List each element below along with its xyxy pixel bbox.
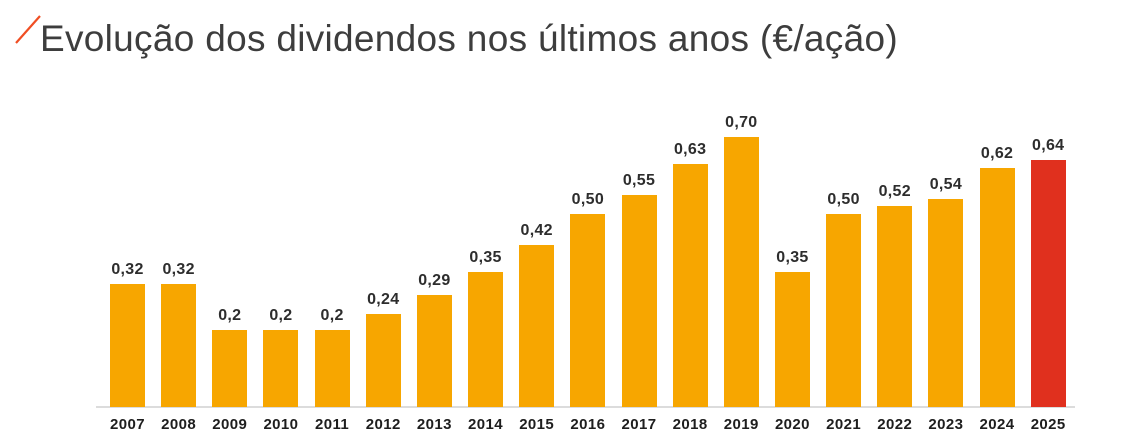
bar-group-2010: 0,2 <box>263 110 299 407</box>
bar-group-2019: 0,70 <box>723 110 759 407</box>
slash-line <box>15 15 41 44</box>
x-tick-label-2023: 2023 <box>928 416 964 433</box>
chart-title: Evolução dos dividendos nos últimos anos… <box>40 18 898 59</box>
x-tick-label-2012: 2012 <box>365 416 401 433</box>
bar-value-label-2008: 0,32 <box>162 261 195 278</box>
bar-value-label-2016: 0,50 <box>571 191 605 208</box>
bar-2013 <box>416 295 452 407</box>
bar-2011 <box>314 330 350 407</box>
bar-2017 <box>621 195 657 407</box>
bar-group-2024: 0,62 <box>979 110 1015 407</box>
bar-group-2012: 0,24 <box>365 110 401 407</box>
bar-value-label-2023: 0,54 <box>929 176 963 193</box>
bar-value-label-2022: 0,52 <box>878 183 911 200</box>
bar-group-2020: 0,35 <box>774 110 810 407</box>
x-tick-label-2017: 2017 <box>621 416 657 433</box>
x-tick-label-2014: 2014 <box>468 416 504 433</box>
bar-group-2021: 0,50 <box>826 110 862 407</box>
bar-2018 <box>672 164 708 407</box>
bar-value-label-2010: 0,2 <box>269 307 293 324</box>
bar-group-2018: 0,63 <box>672 110 708 407</box>
bar-group-2007: 0,32 <box>110 110 145 407</box>
x-tick-label-2008: 2008 <box>161 416 197 433</box>
bar-value-label-2014: 0,35 <box>469 249 502 266</box>
bar-2022 <box>877 206 913 407</box>
bar-2010 <box>263 330 299 407</box>
bar-value-label-2018: 0,63 <box>673 141 707 158</box>
bar-2016 <box>570 214 606 407</box>
bar-group-2015: 0,42 <box>519 110 555 407</box>
x-tick-label-2024: 2024 <box>979 416 1015 433</box>
chart-header: Evolução dos dividendos nos últimos anos… <box>12 8 898 60</box>
bar-2023 <box>928 199 964 407</box>
bar-2021 <box>826 214 862 407</box>
bar-group-2013: 0,29 <box>416 110 452 407</box>
bar-value-label-2020: 0,35 <box>776 249 809 266</box>
x-tick-label-2009: 2009 <box>212 416 248 433</box>
bar-group-2022: 0,52 <box>877 110 913 407</box>
x-tick-label-2011: 2011 <box>315 416 350 433</box>
bar-group-2009: 0,2 <box>212 110 248 407</box>
bar-group-2025: 0,64 <box>1030 110 1066 407</box>
bar-value-label-2017: 0,55 <box>622 172 656 189</box>
bar-value-label-2021: 0,50 <box>827 191 860 208</box>
x-tick-label-2025: 2025 <box>1030 416 1066 433</box>
bar-group-2023: 0,54 <box>928 110 964 407</box>
bar-2025 <box>1030 160 1066 407</box>
bar-group-2017: 0,55 <box>621 110 657 407</box>
x-tick-label-2018: 2018 <box>672 416 708 433</box>
bar-value-label-2011: 0,2 <box>320 307 344 324</box>
bar-2012 <box>365 314 401 407</box>
x-tick-label-2021: 2021 <box>826 416 862 433</box>
x-tick-label-2022: 2022 <box>877 416 913 433</box>
x-tick-label-2019: 2019 <box>723 416 759 433</box>
x-tick-label-2013: 2013 <box>416 416 452 433</box>
plot-area: 0,32 2007 0,32 2008 0,2 2009 0,2 2010 0,2 2011 0,2… <box>96 110 1075 440</box>
x-tick-label-2015: 2015 <box>519 416 555 433</box>
bar-group-2014: 0,35 <box>468 110 504 407</box>
bar-group-2016: 0,50 <box>570 110 606 407</box>
x-tick-label-2007: 2007 <box>110 416 145 433</box>
bar-value-label-2025: 0,64 <box>1032 137 1065 154</box>
bar-2019 <box>723 137 759 407</box>
x-tick-label-2010: 2010 <box>263 416 299 433</box>
bar-2020 <box>774 272 810 407</box>
bar-value-label-2007: 0,32 <box>111 261 144 278</box>
bar-value-label-2015: 0,42 <box>520 222 553 239</box>
bar-2014 <box>468 272 504 407</box>
bar-2008 <box>161 284 197 407</box>
x-tick-label-2016: 2016 <box>570 416 606 433</box>
title-slash-icon <box>15 15 41 44</box>
bar-2009 <box>212 330 248 407</box>
bar-value-label-2024: 0,62 <box>980 145 1014 162</box>
x-axis-line <box>96 406 1075 408</box>
bar-value-label-2009: 0,2 <box>218 307 242 324</box>
dividends-bar-chart: 0,32 2007 0,32 2008 0,2 2009 0,2 2010 0,2 2011 0,2… <box>96 110 1075 440</box>
bar-2007 <box>110 284 145 407</box>
x-tick-label-2020: 2020 <box>774 416 810 433</box>
bar-value-label-2013: 0,29 <box>418 272 451 289</box>
bar-group-2008: 0,32 <box>161 110 197 407</box>
bar-2024 <box>979 168 1015 407</box>
bar-2015 <box>519 245 555 407</box>
bar-group-2011: 0,2 <box>314 110 350 407</box>
bar-value-label-2012: 0,24 <box>367 291 400 308</box>
bar-value-label-2019: 0,70 <box>725 114 758 131</box>
